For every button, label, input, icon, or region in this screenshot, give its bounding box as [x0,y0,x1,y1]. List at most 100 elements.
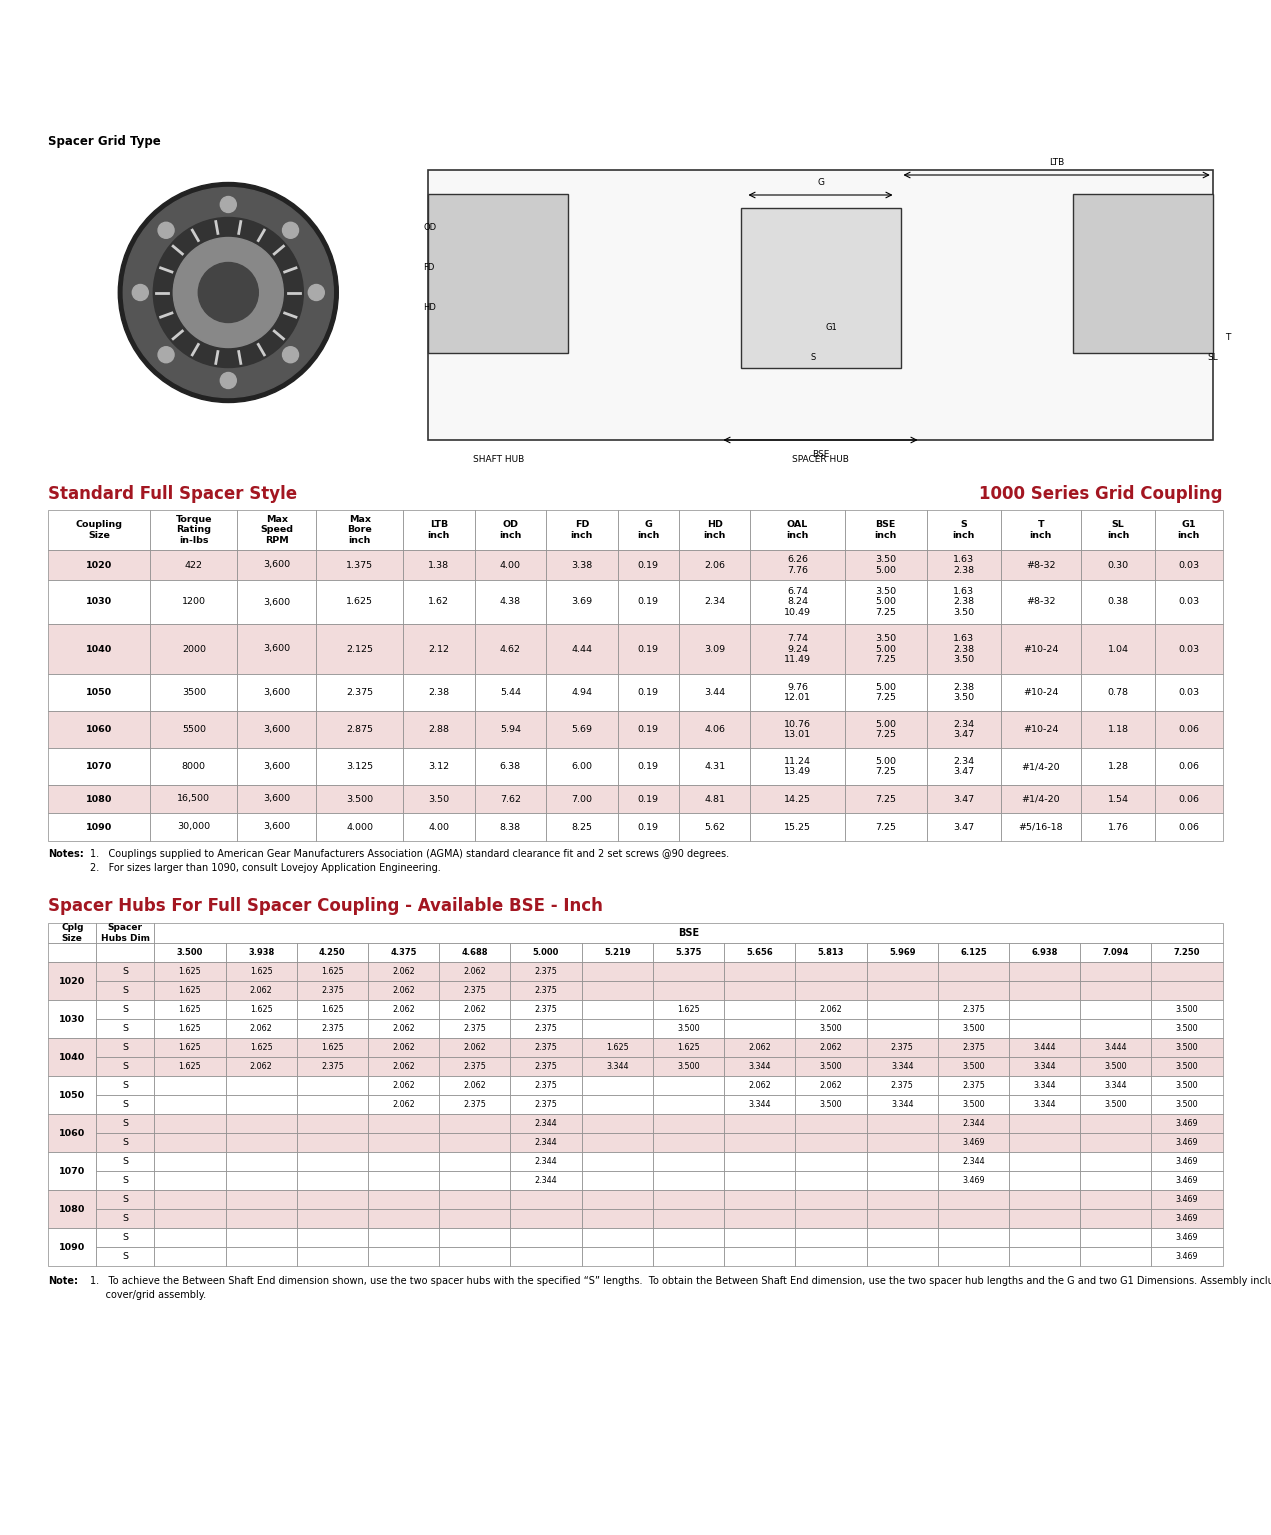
Text: 2.34
3.47: 2.34 3.47 [953,720,974,740]
Text: 1.63
2.38
3.50: 1.63 2.38 3.50 [953,586,974,617]
Bar [48,1228,97,1266]
Bar [938,1246,1009,1266]
Bar [927,674,1000,711]
Bar [1009,1133,1080,1151]
Bar [867,981,938,999]
Bar [511,942,582,962]
Bar [582,942,653,962]
Bar [1000,814,1082,841]
Bar [1080,1133,1152,1151]
Text: 0.19: 0.19 [638,725,658,734]
Bar [97,962,154,981]
Text: 4.94: 4.94 [572,688,592,697]
Text: 8.38: 8.38 [500,823,521,832]
Text: 4.00: 4.00 [428,823,450,832]
Text: 1070: 1070 [60,1167,85,1176]
Bar [316,711,403,748]
Bar [403,784,474,814]
Bar [296,1190,369,1210]
Bar [582,999,653,1019]
Text: 1040: 1040 [86,645,113,654]
Bar [296,1114,369,1133]
Bar [938,1151,1009,1171]
Bar [238,580,316,625]
Bar [154,1171,225,1190]
Text: 3,600: 3,600 [263,761,290,771]
Bar [653,1038,724,1058]
Bar [296,1171,369,1190]
Text: 2.062: 2.062 [250,1024,272,1033]
Text: 2.375: 2.375 [322,1062,343,1071]
Bar [845,580,927,625]
Text: 3.469: 3.469 [1176,1137,1199,1147]
Text: 5.813: 5.813 [817,949,844,956]
Text: 2.875: 2.875 [346,725,374,734]
Bar [440,1133,511,1151]
Text: 1060: 1060 [60,1128,85,1137]
Circle shape [154,218,304,367]
Text: 1.62: 1.62 [428,597,450,606]
Bar [440,1114,511,1133]
Text: Torque
Rating
in-lbs: Torque Rating in-lbs [175,514,212,545]
Bar [547,784,618,814]
Bar [369,1246,440,1266]
Bar [369,1094,440,1114]
Bar [938,1228,1009,1246]
Text: 2.344: 2.344 [962,1119,985,1128]
Bar [154,1076,225,1094]
Bar [238,625,316,674]
Text: 3,600: 3,600 [263,795,290,803]
Text: 1.625: 1.625 [178,1042,201,1051]
Bar [403,510,474,550]
Text: FD
inch: FD inch [571,520,594,540]
Bar [369,1038,440,1058]
Bar [369,1058,440,1076]
Bar [154,981,225,999]
Bar [582,1038,653,1058]
Bar [225,942,296,962]
Text: 3,600: 3,600 [263,725,290,734]
Text: 3.469: 3.469 [1176,1157,1199,1167]
Text: 2.375: 2.375 [535,1101,558,1108]
Text: 3.500: 3.500 [177,949,203,956]
Text: 2.062: 2.062 [393,1024,414,1033]
Text: S: S [122,985,128,995]
Text: 2.344: 2.344 [962,1157,985,1167]
Bar [225,1171,296,1190]
Bar [679,674,750,711]
Bar [97,1171,154,1190]
Text: Spacer Styles: Spacer Styles [901,28,1243,71]
Text: Notes:: Notes: [48,849,84,860]
Bar [369,981,440,999]
Text: #10-24: #10-24 [1023,725,1059,734]
Bar [474,510,547,550]
Text: cover/grid assembly.: cover/grid assembly. [90,1289,206,1300]
Text: 11.24
13.49: 11.24 13.49 [784,757,811,777]
Text: 3.500: 3.500 [1176,1042,1199,1051]
Text: 3.500: 3.500 [1104,1101,1127,1108]
Bar [653,1190,724,1210]
Text: 2.375: 2.375 [535,1062,558,1071]
Text: 2.375: 2.375 [962,1042,985,1051]
Bar [97,1038,154,1058]
Bar [296,1228,369,1246]
Bar [440,1190,511,1210]
Text: 2.062: 2.062 [820,1005,843,1015]
Bar [296,1210,369,1228]
Text: 2.38: 2.38 [428,688,450,697]
Bar [1073,193,1213,353]
Bar [440,1094,511,1114]
Bar [511,1210,582,1228]
Bar [511,1246,582,1266]
Bar [1009,1114,1080,1133]
Bar [1000,784,1082,814]
Text: 2.06: 2.06 [704,560,726,569]
Text: OAL
inch: OAL inch [787,520,808,540]
Bar [296,999,369,1019]
Text: 1.625: 1.625 [178,1062,201,1071]
Text: 2.062: 2.062 [393,1062,414,1071]
Bar [653,942,724,962]
Bar [679,550,750,580]
Text: 3.50
5.00
7.25: 3.50 5.00 7.25 [876,586,896,617]
Bar [1009,1171,1080,1190]
